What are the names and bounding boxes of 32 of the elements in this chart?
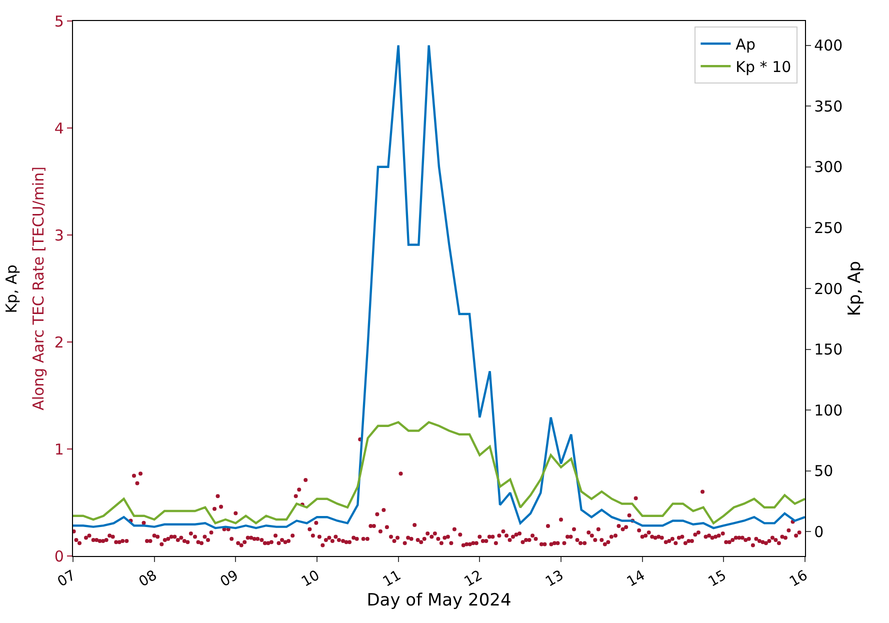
legend-label: Kp * 10 xyxy=(736,58,792,76)
y2-tick-label: 250 xyxy=(814,218,843,237)
y2-tick-label: 300 xyxy=(814,158,843,176)
y-tick-label: 1 xyxy=(54,440,64,458)
y2-tick-label: 400 xyxy=(814,36,843,55)
x-tick-label: 07 xyxy=(55,568,78,590)
y2-tick-label: 0 xyxy=(814,522,824,541)
x-tick-label: 10 xyxy=(299,568,322,590)
x-tick-label: 09 xyxy=(218,568,242,590)
x-axis-title: Day of May 2024 xyxy=(366,590,512,611)
x-tick-label: 16 xyxy=(787,568,811,590)
y-tick-label: 2 xyxy=(54,333,64,352)
x-tick-label: 15 xyxy=(706,568,730,590)
y-tick-label: 3 xyxy=(54,226,64,244)
y2-tick-label: 100 xyxy=(814,401,843,420)
x-tick-label: 08 xyxy=(136,568,160,590)
y-tick-label: 4 xyxy=(54,119,64,138)
y2-tick-label: 150 xyxy=(814,340,843,359)
legend-label: Ap xyxy=(736,35,756,54)
x-tick-label: 11 xyxy=(380,568,404,590)
text: Kp, Ap xyxy=(2,264,20,314)
y-tick-label: 5 xyxy=(54,12,64,30)
x-tick-label: 14 xyxy=(624,568,648,590)
y2-tick-label: 50 xyxy=(814,462,834,480)
y2-tick-label: 350 xyxy=(814,97,843,116)
x-tick-label: 12 xyxy=(462,568,486,590)
y2-axis-title: Kp, Ap xyxy=(845,260,866,316)
x-tick-label: 13 xyxy=(543,568,566,590)
y2-tick-label: 200 xyxy=(814,280,843,298)
line-series xyxy=(73,421,805,524)
y-tick-label: 0 xyxy=(54,547,64,566)
y-axis-title: Along Aarc TEC Rate [TECU/min] xyxy=(30,166,48,410)
